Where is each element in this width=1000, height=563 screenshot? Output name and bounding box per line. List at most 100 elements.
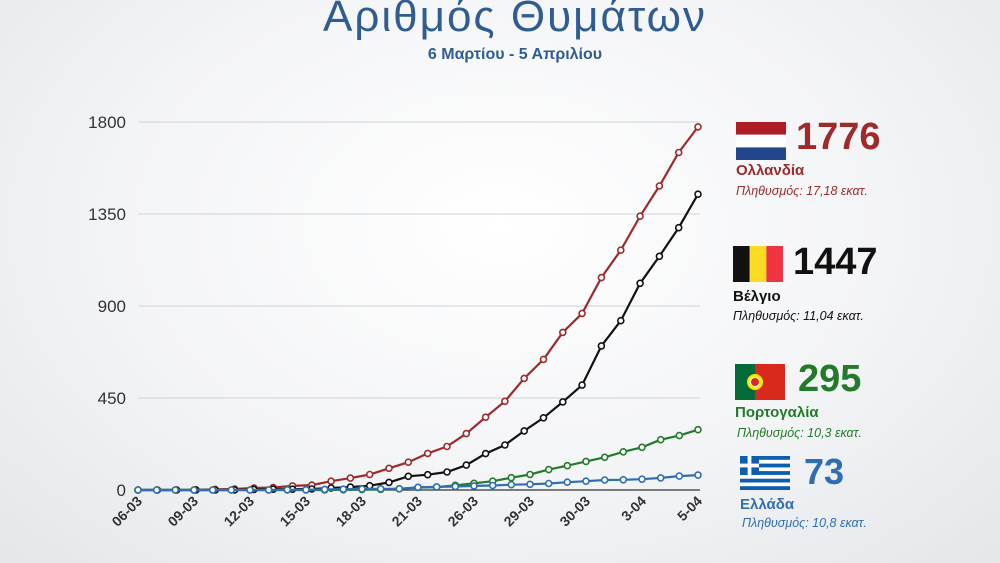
data-point — [462, 429, 471, 438]
data-point — [694, 425, 702, 434]
data-point — [346, 474, 355, 482]
belgium-flag-icon — [733, 246, 783, 282]
data-point — [358, 485, 366, 493]
data-point — [563, 478, 572, 487]
x-tick-label: 3-04 — [618, 493, 649, 524]
data-point — [619, 475, 628, 484]
y-tick-label: 450 — [98, 389, 126, 408]
data-point — [582, 457, 590, 466]
x-tick-label: 30-03 — [556, 493, 593, 530]
portugal-flag-icon — [735, 364, 785, 400]
data-point — [619, 447, 628, 456]
data-point — [171, 486, 180, 494]
data-point — [443, 442, 451, 451]
legend-population-portugal: Πληθυσμός: 10,3 εκατ. — [737, 426, 862, 440]
data-point — [414, 483, 422, 492]
data-point — [655, 182, 664, 190]
legend-value-greece: 73 — [804, 451, 845, 492]
legend-country-netherlands: Ολλανδία — [736, 162, 805, 179]
series-line-1 — [138, 193, 699, 492]
chart-subtitle: 6 Μαρτίου - 5 Απριλίου — [427, 46, 603, 63]
data-point — [507, 473, 516, 482]
data-point — [539, 355, 548, 364]
x-tick-label: 06-03 — [108, 493, 145, 530]
x-tick-label: 09-03 — [164, 493, 201, 530]
data-point — [558, 398, 567, 406]
data-point — [365, 470, 374, 479]
x-tick-label: 15-03 — [276, 493, 313, 530]
x-tick-label: 26-03 — [444, 493, 481, 530]
y-tick-label: 1800 — [88, 113, 126, 132]
chart-title: Αριθμός Θυμάτων — [322, 0, 708, 41]
data-point — [339, 485, 348, 494]
data-point — [376, 484, 385, 493]
data-point — [675, 472, 684, 480]
legend-population-belgium: Πληθυσμός: 11,04 εκατ. — [733, 309, 864, 323]
data-point — [134, 486, 142, 494]
data-point — [470, 482, 478, 490]
data-point — [694, 471, 702, 479]
data-point — [302, 485, 310, 494]
data-point — [501, 441, 509, 449]
data-point — [616, 316, 625, 325]
data-point — [246, 486, 254, 494]
y-tick-label: 900 — [98, 297, 126, 316]
data-point — [526, 480, 534, 489]
data-point — [507, 480, 516, 489]
data-point — [385, 478, 393, 487]
data-point — [539, 413, 548, 422]
data-point — [674, 148, 683, 157]
x-tick-label: 5-04 — [674, 493, 705, 524]
data-point — [432, 483, 441, 491]
series-line-0 — [138, 126, 699, 492]
legend-value-portugal: 295 — [798, 358, 862, 400]
data-point — [675, 431, 684, 440]
data-point — [283, 485, 292, 494]
data-point — [558, 328, 567, 337]
data-point — [404, 458, 413, 467]
x-tick-label: 29-03 — [500, 493, 537, 530]
data-point — [395, 484, 404, 493]
data-point — [451, 482, 460, 491]
data-point — [327, 477, 335, 486]
y-tick-label: 0 — [117, 481, 126, 500]
data-point — [526, 470, 534, 479]
x-tick-label: 18-03 — [332, 493, 369, 530]
data-point — [443, 468, 451, 476]
data-point — [694, 123, 702, 131]
legend-country-belgium: Βέλγιο — [733, 288, 781, 305]
data-point — [544, 465, 553, 474]
legend-value-netherlands: 1776 — [796, 116, 881, 158]
data-point — [423, 449, 432, 458]
legend-country-greece: Ελλάδα — [740, 496, 795, 513]
data-point — [501, 397, 509, 406]
data-point — [264, 486, 273, 494]
data-point — [578, 309, 586, 318]
data-point — [208, 486, 217, 494]
data-point — [638, 443, 646, 452]
data-point — [656, 474, 665, 482]
data-point — [462, 461, 471, 469]
legend-population-greece: Πληθυσμός: 10,8 εκατ. — [742, 516, 867, 530]
data-point — [694, 190, 702, 198]
data-point — [636, 279, 644, 288]
data-point — [638, 475, 646, 484]
data-point — [636, 212, 644, 220]
data-point — [674, 223, 683, 232]
data-point — [152, 486, 161, 494]
netherlands-flag-icon — [736, 122, 786, 160]
data-point — [520, 427, 529, 435]
data-point — [600, 453, 609, 462]
data-point — [597, 273, 606, 282]
data-point — [563, 461, 572, 470]
data-point — [597, 342, 606, 350]
data-point — [404, 472, 413, 481]
data-point — [616, 246, 625, 254]
x-tick-label: 21-03 — [388, 493, 425, 530]
data-point — [481, 413, 490, 422]
data-point — [582, 477, 590, 486]
data-point — [600, 476, 609, 484]
data-point — [578, 381, 586, 389]
data-point — [385, 464, 393, 473]
